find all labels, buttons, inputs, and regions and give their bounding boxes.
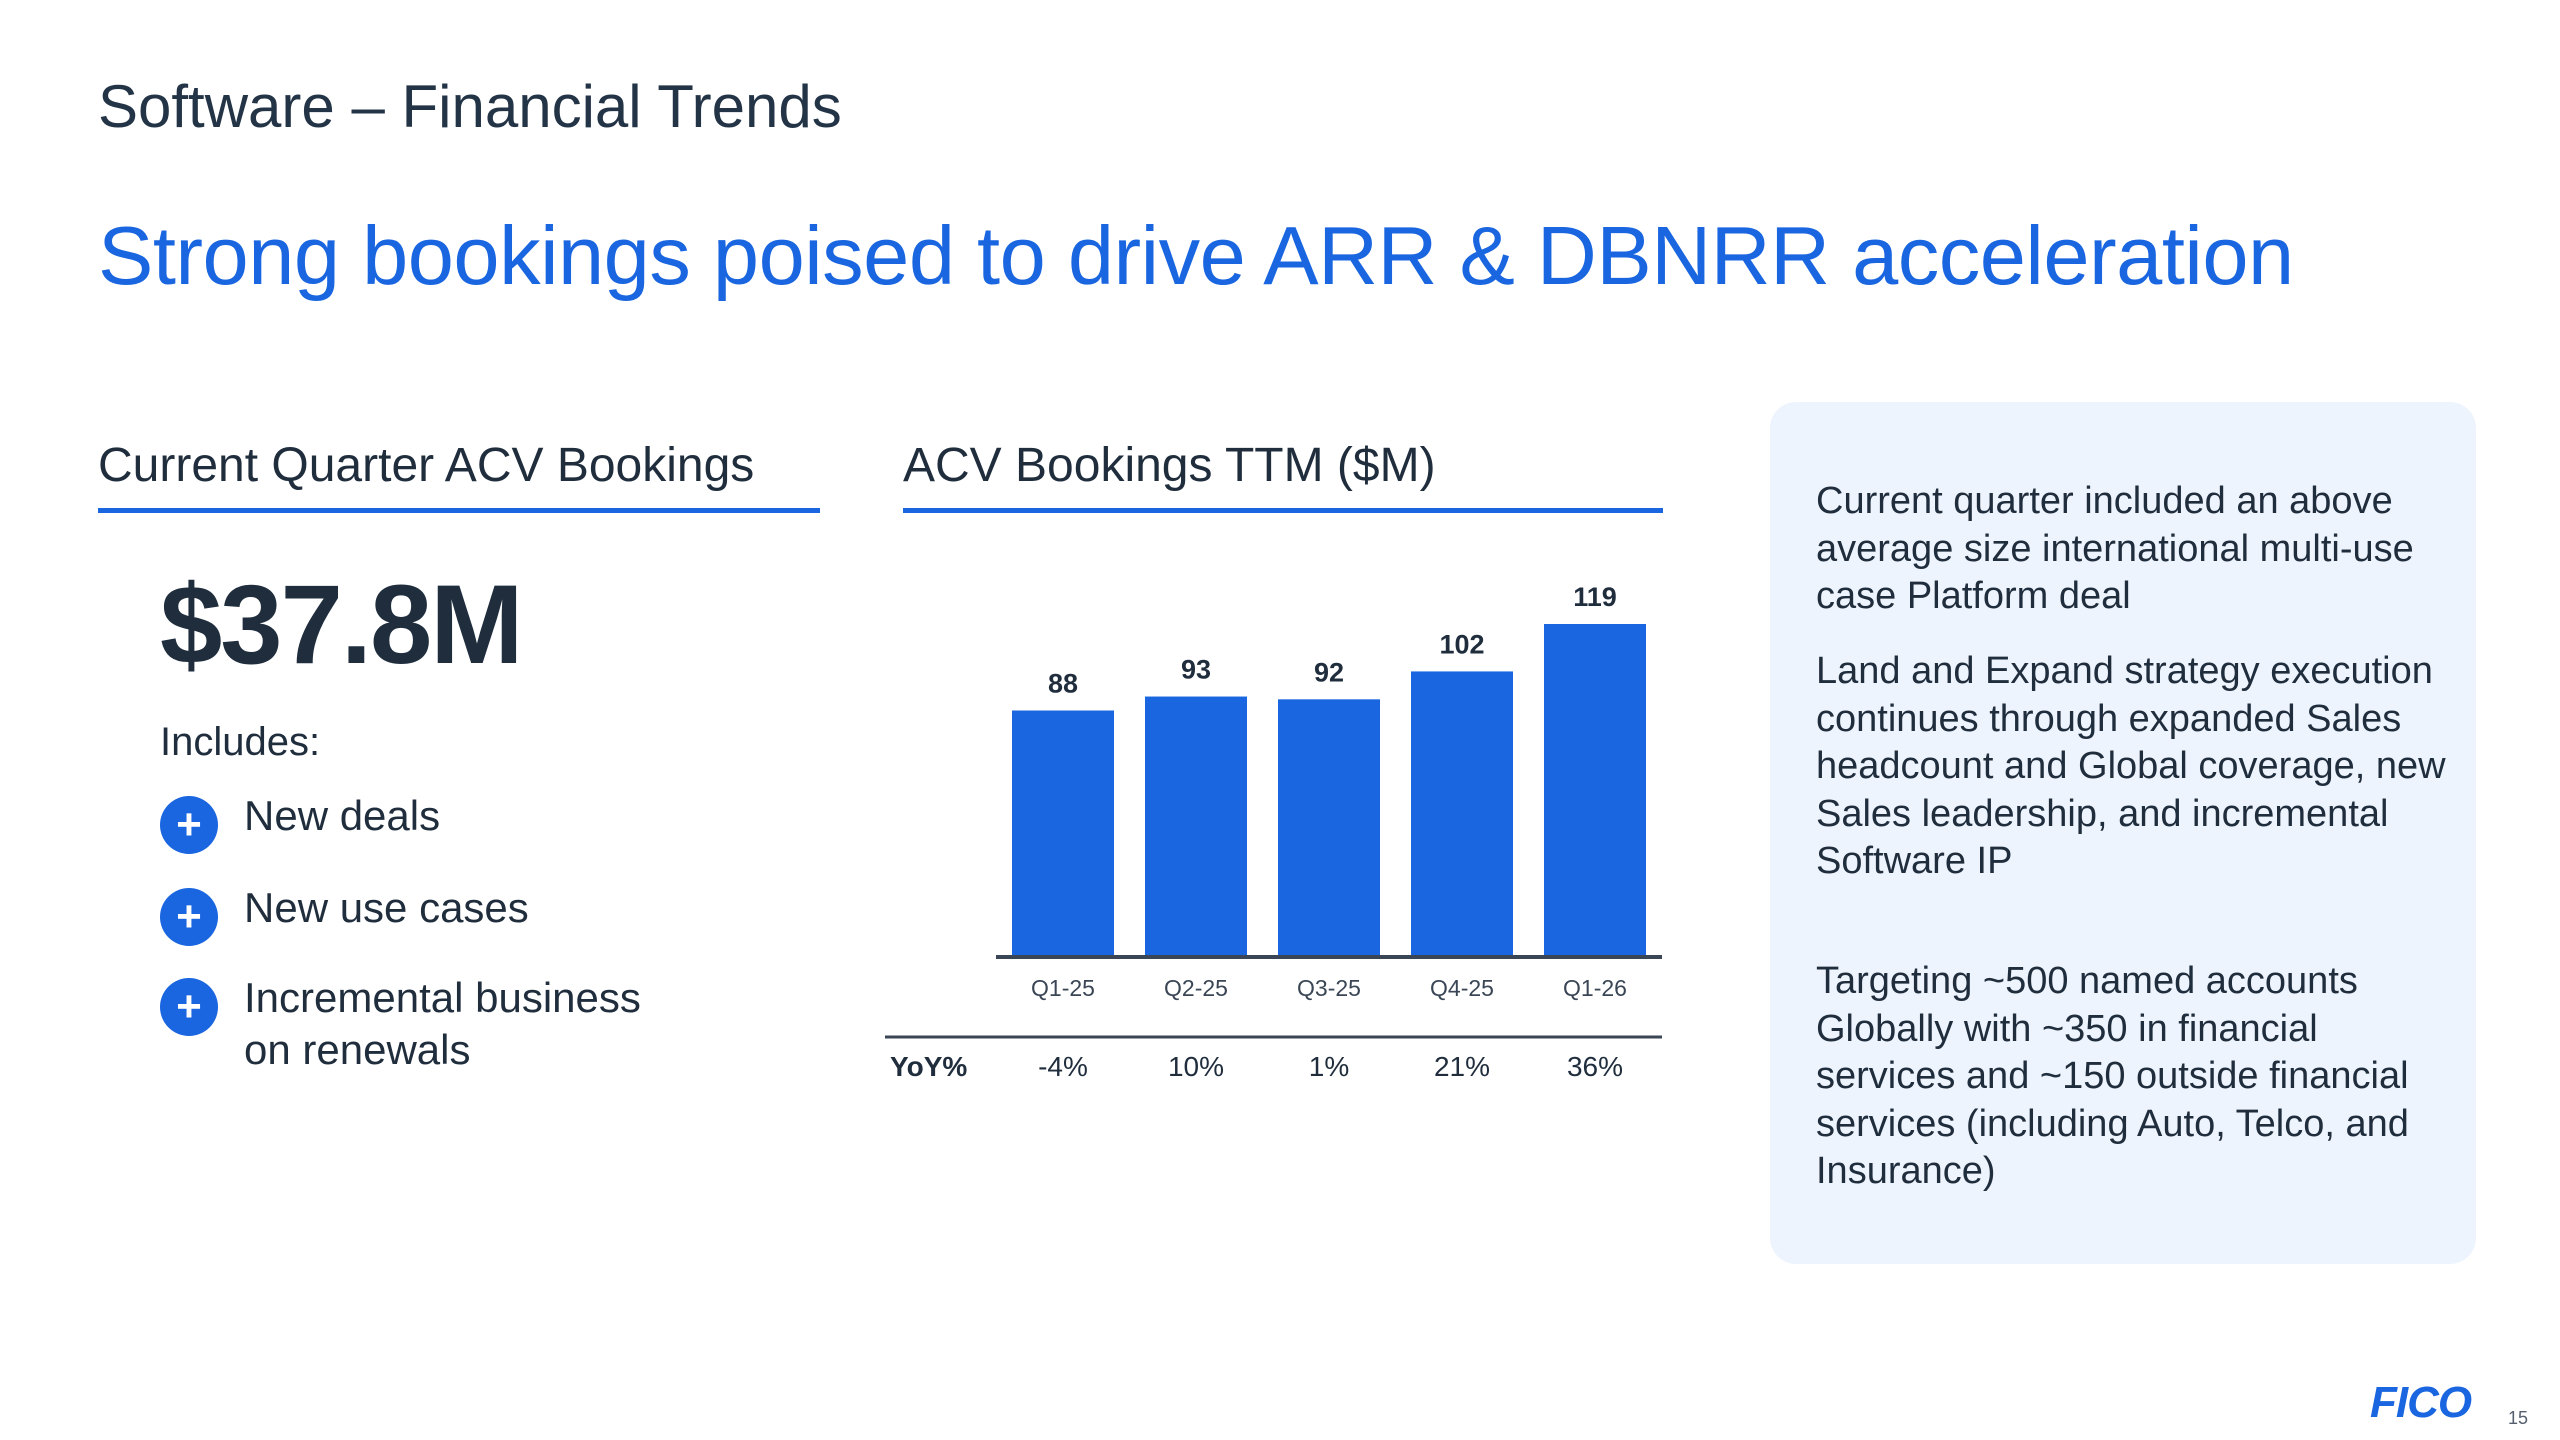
include-item-text: New deals (244, 792, 441, 839)
current-quarter-title: Current Quarter ACV Bookings (98, 439, 755, 492)
current-quarter-rule (98, 508, 820, 513)
chart-title-rule (903, 508, 1663, 513)
commentary-paragraph: Targeting ~500 named accounts Globally w… (1816, 960, 2409, 1192)
yoy-value: 36% (1567, 1051, 1623, 1082)
x-tick-label: Q3-25 (1297, 975, 1361, 1001)
x-tick-label: Q4-25 (1430, 975, 1494, 1001)
yoy-value: -4% (1038, 1051, 1088, 1082)
yoy-value: 10% (1168, 1051, 1224, 1082)
x-tick-label: Q1-25 (1031, 975, 1095, 1001)
bar-Q1-25 (1012, 710, 1114, 956)
data-label: 88 (1048, 668, 1078, 698)
include-item-text: Incremental business on renewals (244, 974, 641, 1073)
plus-icon: + (160, 888, 218, 946)
bar-Q3-25 (1278, 699, 1380, 956)
yoy-label: YoY% (890, 1051, 967, 1082)
bar-Q4-25 (1411, 671, 1513, 956)
x-tick-label: Q1-26 (1563, 975, 1627, 1001)
include-item-incremental-business: + Incremental business on renewals (160, 972, 664, 1076)
data-label: 92 (1314, 657, 1344, 687)
acv-bookings-value: $37.8M (160, 562, 524, 687)
fico-logo: FICO (2370, 1378, 2472, 1427)
commentary-paragraph: Land and Expand strategy execution conti… (1816, 650, 2446, 882)
x-tick-label: Q2-25 (1164, 975, 1228, 1001)
slide-kicker: Software – Financial Trends (98, 73, 842, 140)
data-label: 119 (1573, 582, 1617, 612)
acv-bookings-chart: 88 Q1-25 -4% 93 Q2-25 10% 92 Q3-25 1% 102 Q4-25 21%… (885, 582, 1662, 1082)
slide-headline: Strong bookings poised to drive ARR & DB… (98, 209, 2294, 302)
include-item-new-deals: + New deals (160, 790, 684, 854)
chart-title: ACV Bookings TTM ($M) (903, 439, 1436, 492)
plus-icon: + (160, 796, 218, 854)
include-item-new-use-cases: + New use cases (160, 882, 684, 946)
data-label: 102 (1439, 629, 1484, 659)
include-item-text: New use cases (244, 884, 529, 931)
commentary-panel: Current quarter included an above averag… (1770, 402, 2476, 1264)
yoy-value: 21% (1434, 1051, 1490, 1082)
page-number: 15 (2508, 1408, 2529, 1428)
plus-icon: + (160, 978, 218, 1036)
bar-Q2-25 (1145, 696, 1247, 956)
includes-label: Includes: (160, 720, 321, 764)
bar-Q1-26 (1544, 624, 1646, 956)
data-label: 93 (1181, 655, 1211, 685)
commentary-paragraph: Current quarter included an above averag… (1816, 480, 2414, 617)
yoy-value: 1% (1309, 1051, 1349, 1082)
